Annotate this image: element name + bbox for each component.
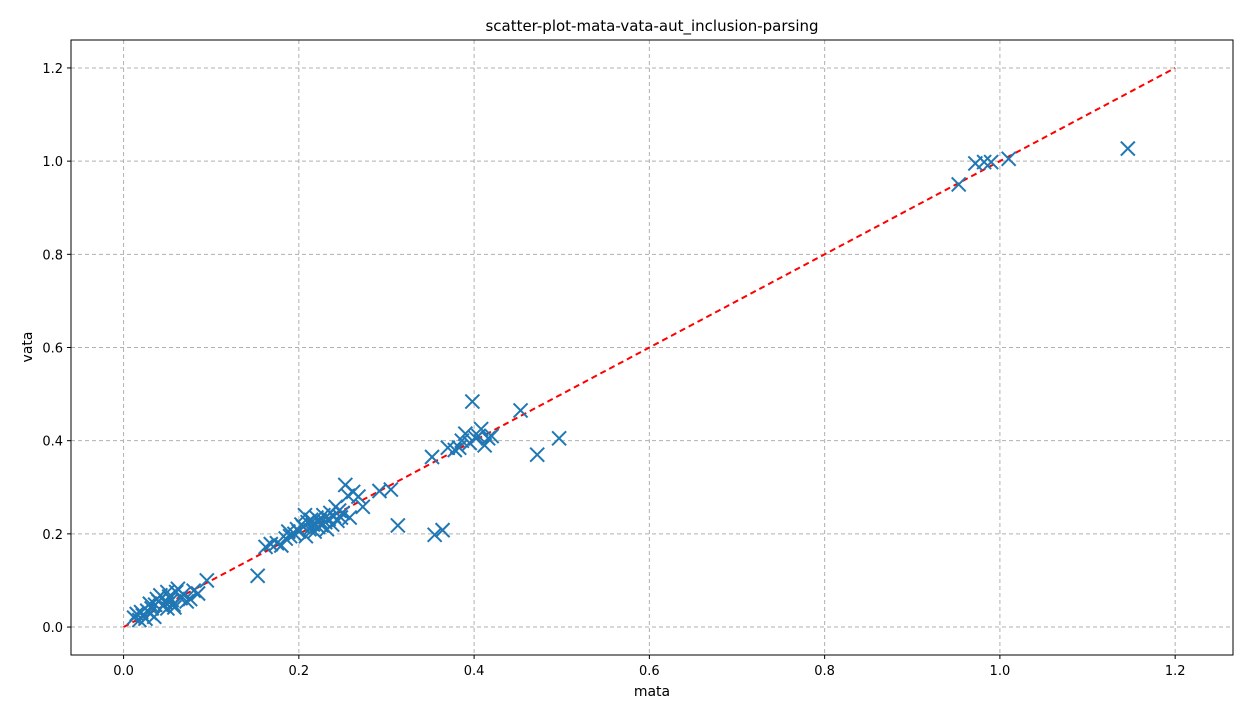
reference-line: [123, 67, 1176, 628]
data-point: [190, 585, 206, 602]
y-tick-label: 1.0: [42, 155, 63, 170]
data-point: [462, 435, 478, 451]
data-point: [464, 393, 481, 410]
x-tick-label: 0.8: [814, 664, 835, 679]
y-tick-label: 0.8: [42, 248, 63, 263]
x-tick-label: 0.4: [464, 664, 485, 679]
y-tick-label: 0.6: [42, 342, 63, 357]
data-point: [951, 176, 967, 193]
chart-title: scatter-plot-mata-vata-aut_inclusion-par…: [485, 17, 818, 36]
data-point: [383, 481, 399, 498]
data-point: [310, 519, 326, 535]
data-point: [483, 428, 500, 444]
data-point: [159, 584, 176, 600]
data-point: [529, 446, 545, 463]
x-tick-label: 0.0: [113, 664, 134, 679]
data-point: [424, 449, 440, 465]
x-axis-label: mata: [634, 684, 670, 700]
data-point: [426, 527, 443, 543]
data-point: [551, 430, 567, 447]
data-point: [457, 425, 474, 442]
x-tick-label: 0.2: [288, 664, 309, 679]
x-tick-label: 0.6: [639, 664, 660, 679]
y-tick-label: 0.4: [42, 435, 63, 450]
data-point: [447, 442, 463, 458]
reference-line-group: [123, 67, 1176, 628]
data-point: [1000, 151, 1017, 167]
data-point: [334, 505, 351, 521]
y-tick-label: 0.2: [42, 528, 63, 543]
data-points: [126, 140, 1136, 628]
x-tick-label: 1.0: [990, 664, 1011, 679]
data-point: [350, 488, 367, 505]
x-axis-ticks: 0.0 0.2 0.4 0.6 0.8 1.0 1.2: [113, 655, 1186, 679]
y-tick-label: 1.2: [42, 62, 63, 77]
data-point: [512, 402, 529, 419]
data-point: [185, 582, 202, 599]
data-point: [983, 154, 999, 170]
data-point: [249, 568, 266, 584]
data-point: [434, 522, 451, 538]
x-tick-label: 1.2: [1165, 664, 1186, 679]
data-point: [142, 596, 158, 612]
data-point: [390, 517, 406, 534]
data-point: [182, 591, 198, 607]
data-point: [146, 609, 162, 625]
data-point: [341, 509, 358, 526]
data-point: [1120, 140, 1136, 157]
y-axis-label: vata: [20, 332, 36, 363]
data-point: [473, 421, 489, 437]
data-point: [166, 599, 183, 616]
y-axis-ticks: 0.0 0.2 0.4 0.6 0.8 1.0 1.2: [42, 62, 71, 636]
data-point: [199, 572, 215, 589]
data-point: [976, 154, 992, 170]
data-point: [355, 499, 371, 515]
y-tick-label: 0.0: [42, 621, 63, 636]
grid-lines: [71, 40, 1233, 655]
